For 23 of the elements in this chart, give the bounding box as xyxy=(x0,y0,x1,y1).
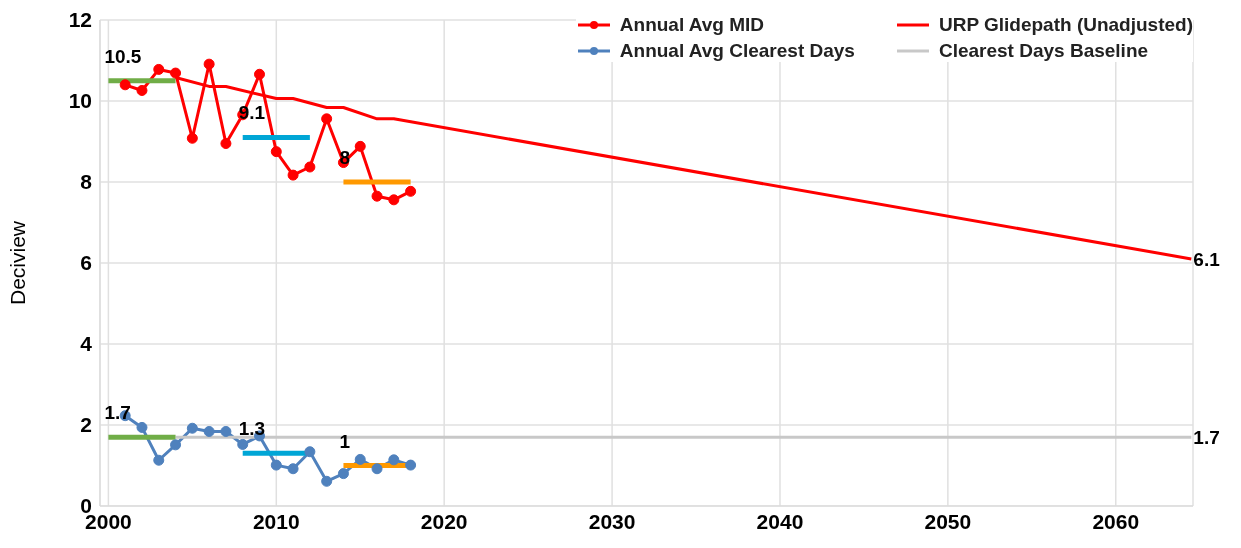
y-tick-label: 12 xyxy=(68,8,92,32)
legend-label: Annual Avg MID xyxy=(619,14,765,36)
y-tick-label: 6 xyxy=(80,251,92,275)
legend-label: URP Glidepath (Unadjusted) xyxy=(938,14,1193,36)
data-label: 6.1 xyxy=(1193,248,1221,270)
legend-label: Annual Avg Clearest Days xyxy=(619,40,855,62)
y-tick-label: 2 xyxy=(80,413,92,437)
x-tick-label: 2050 xyxy=(924,509,972,533)
x-tick-label: 2020 xyxy=(420,509,468,533)
data-label: 10.5 xyxy=(104,45,142,67)
x-tick-label: 2010 xyxy=(252,509,300,533)
x-tick-label: 2040 xyxy=(756,509,804,533)
y-tick-label: 10 xyxy=(68,89,92,113)
y-tick-label: 8 xyxy=(80,170,93,194)
x-tick-label: 2060 xyxy=(1092,509,1140,533)
data-label: 1 xyxy=(339,430,351,452)
data-label: 1.7 xyxy=(1193,427,1220,449)
y-axis-title: Deciview xyxy=(6,220,30,306)
legend-label: Clearest Days Baseline xyxy=(938,40,1149,62)
data-label: 1.7 xyxy=(104,402,131,424)
y-tick-label: 4 xyxy=(80,332,93,356)
data-label: 1.3 xyxy=(238,418,266,440)
x-tick-label: 2030 xyxy=(588,509,636,533)
